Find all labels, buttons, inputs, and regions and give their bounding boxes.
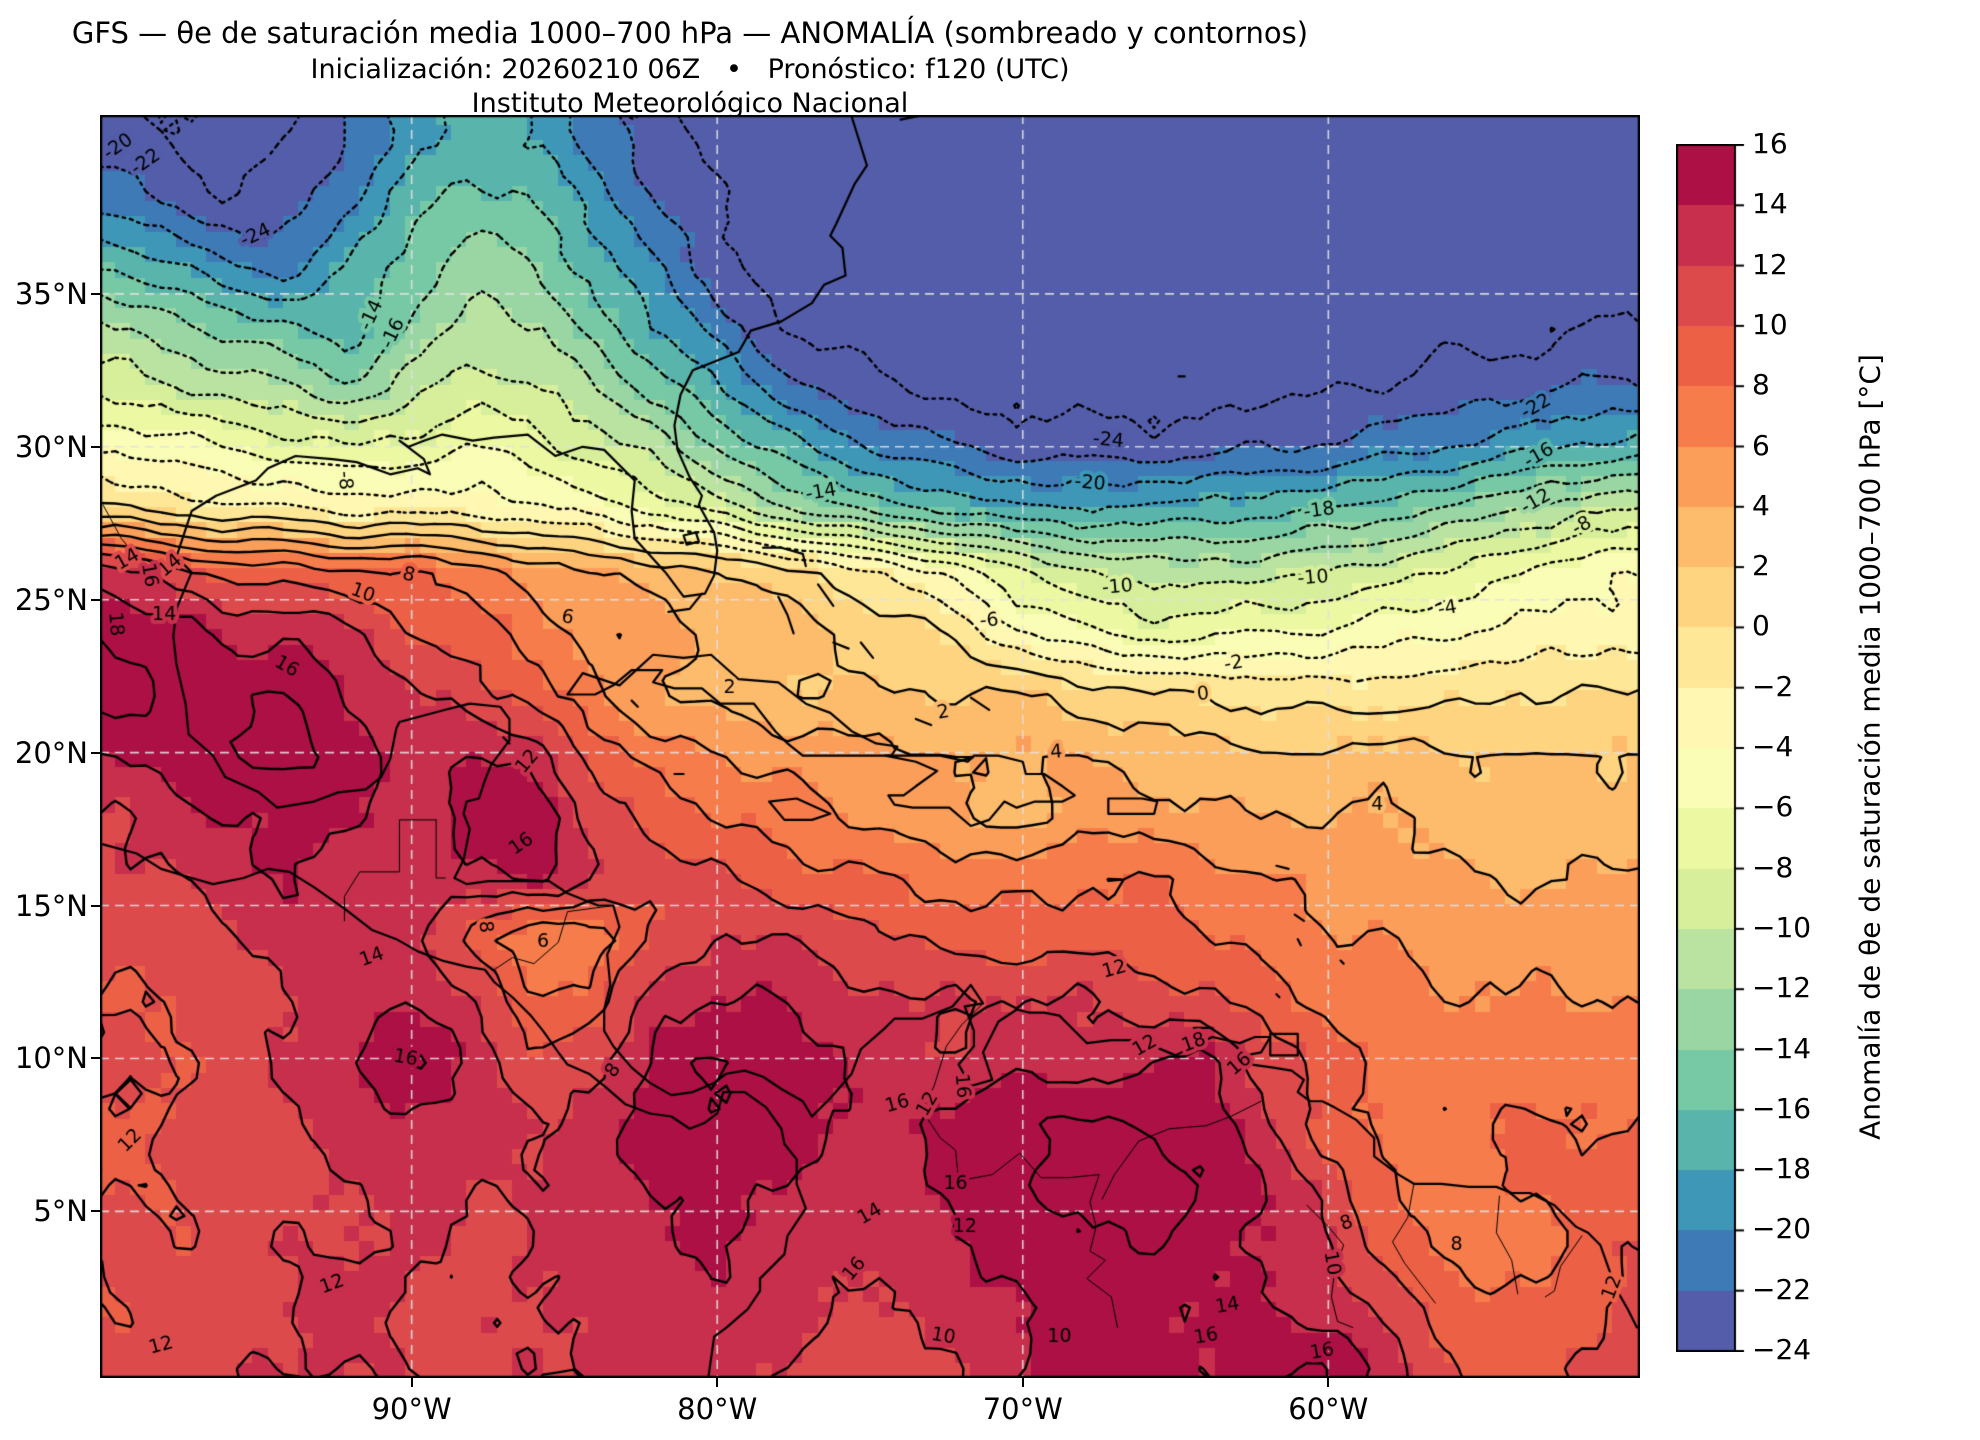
x-tick-mark (410, 1378, 413, 1387)
colorbar-tick-label: −22 (1752, 1272, 1812, 1306)
y-tick-label: 35°N (14, 276, 88, 311)
colorbar-tick-label: −14 (1752, 1031, 1812, 1065)
x-tick-label: 60°W (1288, 1392, 1369, 1426)
colorbar-tick-label: 6 (1752, 428, 1770, 462)
y-tick-label: 10°N (14, 1041, 88, 1076)
y-tick-mark (91, 598, 100, 601)
y-tick-mark (91, 904, 100, 907)
map-institution: Instituto Meteorológico Nacional (471, 88, 909, 119)
y-tick-mark (91, 1057, 100, 1060)
colorbar-tick-label: 12 (1752, 247, 1788, 281)
y-tick-label: 25°N (14, 582, 88, 617)
colorbar-tick-label: −6 (1752, 790, 1794, 824)
colorbar-label: Anomalía de θe de saturación media 1000–… (1853, 354, 1887, 1140)
x-tick-label: 70°W (982, 1392, 1063, 1426)
y-tick-label: 15°N (14, 888, 88, 923)
y-tick-mark (91, 445, 100, 448)
colorbar-tick-label: −8 (1752, 850, 1794, 884)
colorbar-tick-label: 16 (1752, 127, 1788, 160)
colorbar-tick-label: 14 (1752, 187, 1788, 221)
colorbar-tick-label: −2 (1752, 669, 1794, 703)
page-title: GFS — θe de saturación media 1000–700 hP… (71, 16, 1309, 50)
x-tick-label: 90°W (371, 1392, 452, 1426)
map-plot-area[interactable] (100, 115, 1640, 1378)
colorbar-tick-label: 10 (1752, 307, 1788, 341)
y-tick-label: 20°N (14, 735, 88, 770)
colorbar-tick-label: 2 (1752, 549, 1770, 583)
colorbar-tick-label: −10 (1752, 910, 1812, 944)
y-tick-mark (91, 751, 100, 754)
map-subtitle: Inicialización: 20260210 06Z • Pronóstic… (310, 54, 1070, 85)
colorbar-tick-label: −16 (1752, 1091, 1812, 1125)
x-tick-label: 80°W (677, 1392, 758, 1426)
y-tick-label: 30°N (14, 429, 88, 464)
y-tick-mark (91, 292, 100, 295)
colorbar-tick-label: −18 (1752, 1152, 1812, 1186)
colorbar-tick-label: −4 (1752, 730, 1794, 763)
colorbar-tick-label: −20 (1752, 1212, 1812, 1246)
x-tick-mark (716, 1378, 719, 1387)
colorbar (1676, 144, 1746, 1352)
y-tick-mark (91, 1210, 100, 1213)
colorbar-tick-label: −12 (1752, 971, 1812, 1005)
colorbar-tick-label: 0 (1752, 609, 1770, 643)
contour-map-canvas (100, 115, 1640, 1378)
colorbar-tick-label: −24 (1752, 1333, 1812, 1366)
x-tick-mark (1327, 1378, 1330, 1387)
colorbar-tick-label: 8 (1752, 368, 1770, 402)
y-tick-label: 5°N (33, 1194, 88, 1229)
x-tick-mark (1021, 1378, 1024, 1387)
colorbar-tick-label: 4 (1752, 488, 1770, 522)
